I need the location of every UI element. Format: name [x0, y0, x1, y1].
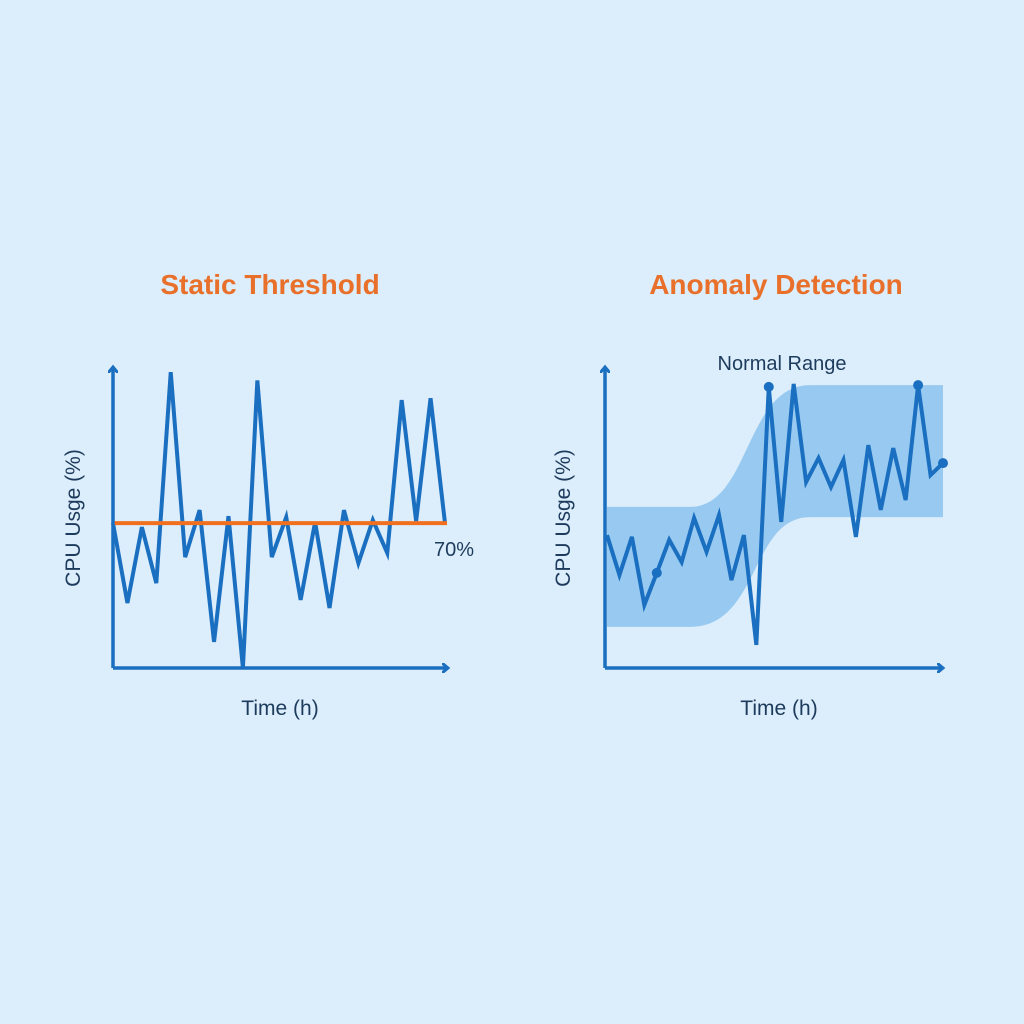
y-axis-label: CPU Usge (%): [552, 449, 575, 587]
chart-title: Static Threshold: [160, 269, 379, 300]
anomaly-detection-chart: Anomaly Detection Normal Range Time (h) …: [552, 269, 948, 720]
y-axis-label: CPU Usge (%): [62, 449, 85, 587]
x-axis-label: Time (h): [740, 697, 817, 720]
static-threshold-chart: Static Threshold Time (h) CPU Usge (%) 7…: [62, 269, 474, 720]
anomaly-point: [763, 381, 774, 392]
normal-range-band: [607, 385, 943, 627]
anomaly-point: [913, 380, 924, 391]
anomaly-point: [938, 458, 948, 469]
band-label: Normal Range: [718, 353, 847, 375]
chart-title: Anomaly Detection: [649, 269, 903, 300]
anomaly-point: [651, 567, 662, 578]
cpu-series-line: [605, 383, 945, 646]
x-axis-label: Time (h): [241, 697, 318, 720]
threshold-label: 70%: [434, 539, 474, 561]
cpu-series-line: [111, 371, 447, 669]
